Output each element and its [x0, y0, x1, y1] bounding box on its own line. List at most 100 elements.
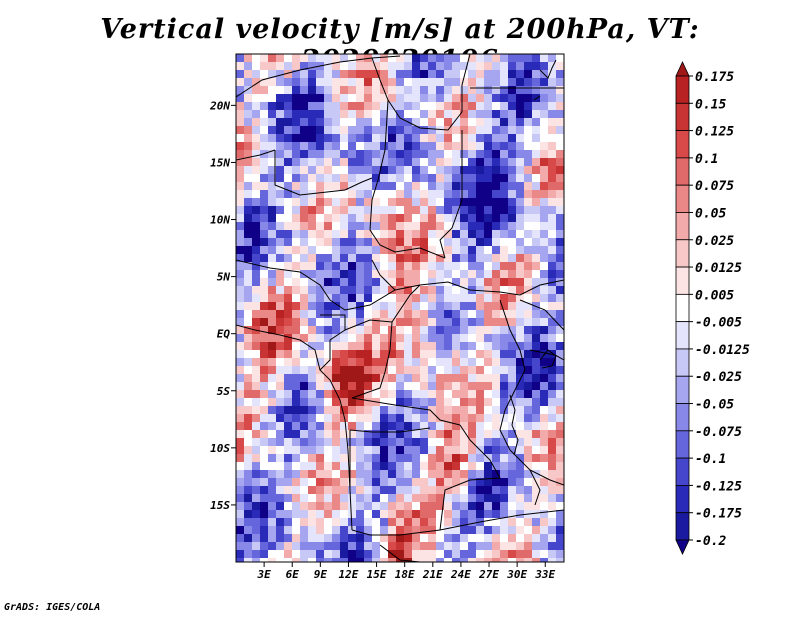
field-cell: [340, 174, 348, 182]
field-cell: [268, 102, 276, 110]
field-cell: [260, 454, 268, 462]
field-cell: [548, 86, 556, 94]
field-cell: [300, 78, 308, 86]
field-cell: [428, 142, 436, 150]
field-cell: [332, 214, 340, 222]
field-cell: [332, 518, 340, 526]
field-cell: [380, 286, 388, 294]
field-cell: [412, 510, 420, 518]
field-cell: [348, 462, 356, 470]
field-cell: [436, 294, 444, 302]
field-cell: [556, 246, 564, 254]
field-cell: [372, 286, 380, 294]
field-cell: [348, 134, 356, 142]
field-cell: [436, 470, 444, 478]
field-cell: [348, 414, 356, 422]
field-cell: [492, 446, 500, 454]
field-cell: [404, 518, 412, 526]
border-line: [236, 324, 351, 491]
field-cell: [548, 454, 556, 462]
field-cell: [516, 214, 524, 222]
field-cell: [316, 94, 324, 102]
field-cell: [452, 478, 460, 486]
field-cell: [316, 454, 324, 462]
field-cell: [260, 358, 268, 366]
field-cell: [236, 94, 244, 102]
field-cell: [556, 438, 564, 446]
field-cell: [340, 406, 348, 414]
field-cell: [396, 350, 404, 358]
field-cell: [236, 558, 244, 562]
field-cell: [260, 470, 268, 478]
field-cell: [444, 110, 452, 118]
field-cell: [380, 430, 388, 438]
field-cell: [300, 390, 308, 398]
field-cell: [452, 550, 460, 558]
field-cell: [428, 398, 436, 406]
field-cell: [364, 134, 372, 142]
field-cell: [364, 174, 372, 182]
field-cell: [532, 70, 540, 78]
field-cell: [300, 174, 308, 182]
field-cell: [324, 278, 332, 286]
field-cell: [508, 406, 516, 414]
field-cell: [324, 534, 332, 542]
field-cell: [460, 550, 468, 558]
field-cell: [284, 558, 292, 562]
field-cell: [340, 342, 348, 350]
field-cell: [348, 182, 356, 190]
field-cell: [340, 366, 348, 374]
field-cell: [444, 182, 452, 190]
field-cell: [308, 222, 316, 230]
field-cell: [500, 518, 508, 526]
field-cell: [428, 438, 436, 446]
border-line: [274, 150, 373, 196]
field-cell: [492, 174, 500, 182]
field-cell: [340, 214, 348, 222]
field-cell: [500, 510, 508, 518]
border-line: [351, 397, 461, 426]
field-cell: [268, 62, 276, 70]
field-cell: [316, 206, 324, 214]
field-cell: [380, 398, 388, 406]
field-cell: [492, 318, 500, 326]
field-cell: [396, 374, 404, 382]
field-cell: [476, 350, 484, 358]
field-cell: [276, 510, 284, 518]
field-cell: [516, 62, 524, 70]
field-cell: [236, 270, 244, 278]
field-cell: [412, 430, 420, 438]
field-cell: [340, 390, 348, 398]
field-cell: [340, 86, 348, 94]
field-cell: [516, 70, 524, 78]
field-cell: [500, 318, 508, 326]
field-cell: [276, 134, 284, 142]
field-cell: [500, 206, 508, 214]
field-cell: [276, 542, 284, 550]
field-cell: [476, 406, 484, 414]
field-cell: [540, 158, 548, 166]
field-cell: [276, 94, 284, 102]
field-cell: [372, 142, 380, 150]
field-cell: [484, 86, 492, 94]
field-cell: [308, 350, 316, 358]
field-cell: [468, 558, 476, 562]
field-cell: [260, 334, 268, 342]
field-cell: [412, 150, 420, 158]
field-cell: [236, 190, 244, 198]
field-cell: [244, 302, 252, 310]
field-cell: [380, 550, 388, 558]
field-cell: [444, 470, 452, 478]
field-cell: [340, 230, 348, 238]
field-cell: [276, 366, 284, 374]
field-cell: [244, 454, 252, 462]
field-cell: [500, 222, 508, 230]
field-cell: [444, 510, 452, 518]
field-cell: [340, 262, 348, 270]
field-cell: [276, 230, 284, 238]
field-cell: [548, 206, 556, 214]
field-cell: [380, 278, 388, 286]
field-cell: [556, 494, 564, 502]
field-cell: [524, 182, 532, 190]
field-cell: [428, 486, 436, 494]
